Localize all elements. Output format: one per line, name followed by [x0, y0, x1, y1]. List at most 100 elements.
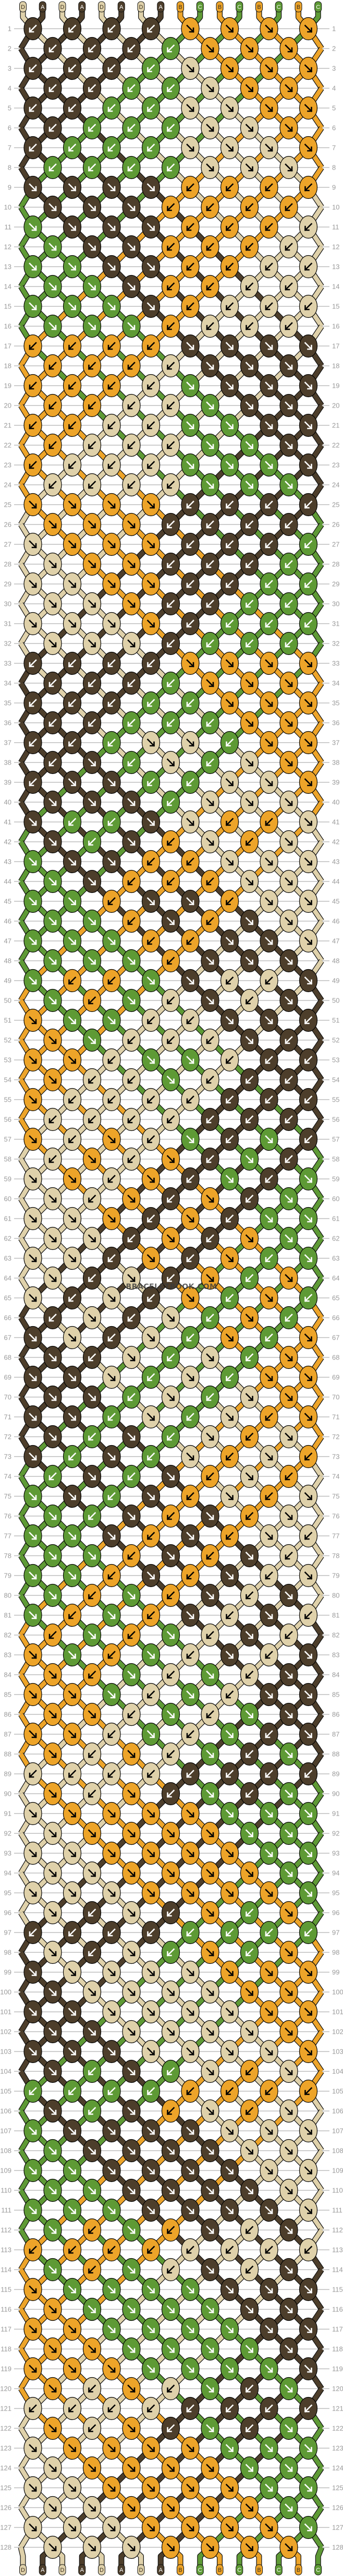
knot	[299, 175, 318, 199]
knot	[299, 136, 318, 160]
row-number-left: 30	[4, 600, 11, 608]
row-number-left: 91	[4, 1810, 11, 1818]
knot	[299, 96, 318, 120]
row-number-right: 49	[332, 977, 339, 985]
row-number-left: 116	[1, 2306, 11, 2313]
row-number-right: 46	[332, 917, 339, 925]
knot	[63, 17, 82, 41]
knot	[23, 255, 42, 279]
knot	[43, 76, 62, 100]
row-number-right: 48	[332, 957, 339, 965]
knot	[240, 275, 259, 299]
row-number-left: 40	[4, 798, 11, 806]
knot	[201, 156, 219, 180]
row-number-left: 117	[1, 2325, 11, 2333]
knot	[82, 354, 102, 378]
knot	[23, 374, 42, 398]
row-number-right: 62	[332, 1235, 339, 1243]
knot	[260, 255, 278, 279]
knot	[63, 136, 82, 160]
knot	[141, 294, 161, 318]
knot	[63, 374, 82, 398]
row-number-left: 77	[4, 1532, 11, 1540]
row-number-right: 9	[332, 184, 336, 192]
row-number-right: 58	[332, 1155, 339, 1163]
row-number-right: 126	[332, 2504, 343, 2512]
row-number-right: 119	[332, 2365, 343, 2373]
knot	[43, 156, 62, 180]
row-number-left: 26	[4, 521, 11, 529]
row-number-right: 12	[332, 243, 339, 251]
row-number-left: 38	[4, 759, 11, 767]
row-number-right: 72	[332, 1433, 339, 1441]
knot	[102, 255, 121, 279]
row-number-left: 62	[4, 1235, 11, 1243]
row-number-left: 53	[4, 1056, 11, 1064]
row-number-left: 70	[4, 1393, 11, 1401]
knot	[260, 136, 278, 160]
row-number-left: 3	[8, 65, 11, 73]
row-number-left: 34	[4, 679, 11, 687]
row-number-left: 82	[4, 1631, 11, 1639]
row-number-left: 35	[4, 699, 11, 707]
row-number-right: 53	[332, 1056, 339, 1064]
row-number-left: 67	[4, 1334, 11, 1342]
knot	[220, 413, 239, 437]
knot	[122, 76, 141, 100]
row-number-right: 24	[332, 481, 339, 489]
row-number-right: 32	[332, 640, 339, 648]
knot	[279, 76, 298, 100]
row-number-left: 29	[4, 580, 11, 588]
knot	[63, 175, 82, 199]
row-number-right: 13	[332, 263, 339, 271]
row-number-left: 12	[4, 243, 11, 251]
row-number-right: 26	[332, 521, 339, 529]
knot	[82, 275, 102, 299]
knot	[161, 116, 180, 140]
row-number-right: 120	[332, 2385, 343, 2393]
row-number-right: 87	[332, 1731, 339, 1738]
row-number-left: 1	[8, 25, 11, 33]
row-number-right: 122	[332, 2425, 343, 2432]
row-number-right: 110	[332, 2187, 343, 2195]
row-number-right: 112	[332, 2226, 343, 2234]
knot	[220, 56, 239, 80]
row-number-right: 8	[332, 164, 336, 172]
knot	[141, 175, 161, 199]
knot	[43, 195, 62, 219]
row-number-left: 100	[0, 1988, 11, 1996]
row-number-right: 2	[332, 45, 336, 53]
knot	[181, 334, 200, 358]
knot	[43, 275, 62, 299]
knot	[102, 413, 121, 437]
knot	[260, 175, 278, 199]
row-number-left: 74	[4, 1473, 11, 1481]
row-number-left: 22	[4, 442, 11, 449]
row-number-left: 14	[4, 283, 11, 291]
knot	[299, 17, 318, 41]
row-number-left: 94	[4, 1869, 11, 1877]
row-number-right: 3	[332, 65, 336, 73]
row-number-right: 63	[332, 1255, 339, 1262]
row-number-right: 40	[332, 798, 339, 806]
knot	[260, 96, 278, 120]
knot	[220, 255, 239, 279]
knot	[43, 235, 62, 259]
knot	[102, 334, 121, 358]
knot	[43, 314, 62, 338]
row-number-left: 123	[0, 2444, 11, 2452]
knot	[122, 235, 141, 259]
row-number-left: 32	[4, 640, 11, 648]
row-number-left: 75	[4, 1493, 11, 1500]
row-number-right: 89	[332, 1770, 339, 1778]
row-number-left: 120	[0, 2385, 11, 2393]
knot	[279, 393, 298, 418]
row-number-right: 102	[332, 2028, 343, 2036]
row-number-left: 23	[4, 461, 11, 469]
row-number-right: 91	[332, 1810, 339, 1818]
row-number-left: 71	[4, 1413, 11, 1421]
row-number-right: 45	[332, 898, 339, 905]
row-number-left: 102	[0, 2028, 11, 2036]
row-number-right: 18	[332, 362, 339, 370]
